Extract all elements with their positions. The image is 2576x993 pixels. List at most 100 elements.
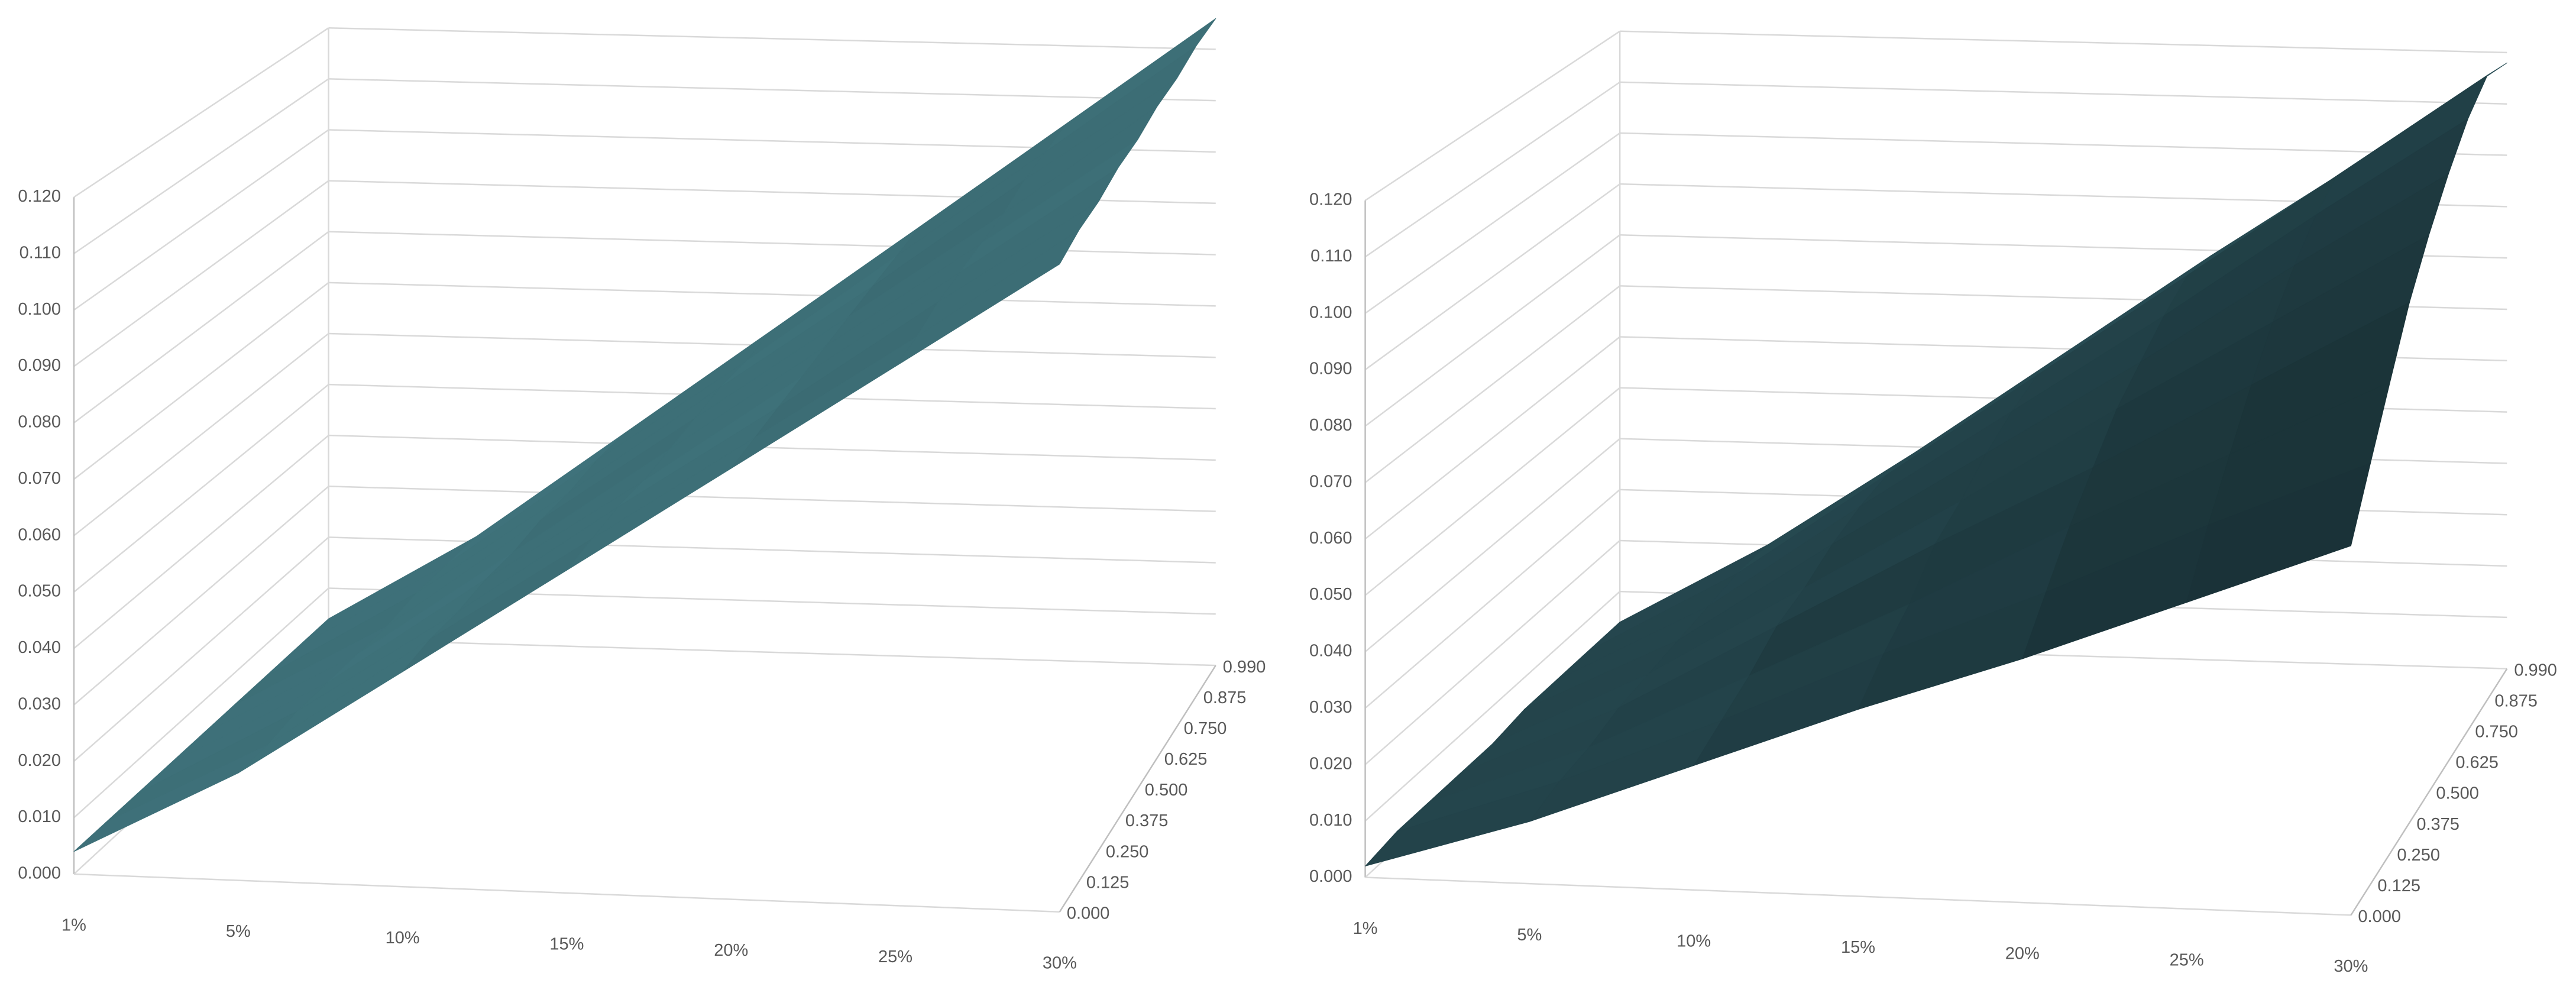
side-grid-line [1364, 336, 1620, 540]
back-grid-line [328, 282, 1216, 307]
depth-axis-line [2350, 668, 2508, 916]
surface-chart: 0.000 0.010 0.020 0.030 0.040 0.050 0.060 0.070… [18, 18, 1266, 972]
depth-tick-label: 0.250 [1106, 842, 1149, 861]
back-grid-line [328, 486, 1216, 512]
z-tick-label: 0.060 [18, 525, 61, 544]
back-grid-line [328, 27, 1216, 50]
x-tick-label: 1% [1353, 919, 1378, 938]
x-tick-label: 25% [878, 947, 912, 966]
depth-tick-label: 0.750 [1184, 719, 1227, 738]
depth-tick-label: 0.500 [2436, 784, 2479, 803]
side-grid-line [1364, 540, 1620, 765]
x-tick-label: 1% [62, 916, 86, 935]
x-tick-label: 15% [1841, 938, 1875, 957]
depth-axis-line [1059, 665, 1216, 913]
x-tick-label: 10% [386, 929, 420, 947]
depth-tick-label: 0.375 [2416, 815, 2460, 834]
depth-tick-label: 0.250 [2397, 846, 2440, 865]
back-grid-line [328, 231, 1216, 255]
z-tick-label: 0.000 [18, 864, 61, 883]
z-tick-label: 0.020 [18, 751, 61, 770]
back-grid-line [328, 434, 1216, 461]
z-tick-label: 0.040 [1309, 642, 1352, 661]
surface-cell [137, 682, 328, 794]
back-grid-line [1620, 30, 2507, 54]
depth-tick-label: 0.000 [2358, 907, 2401, 926]
z-tick-label: 0.120 [1309, 190, 1352, 209]
depth-tick-label: 0.990 [2514, 661, 2557, 680]
back-grid-line [328, 78, 1216, 102]
x-tick-label: 20% [2005, 945, 2040, 963]
back-grid-line [328, 638, 1216, 667]
z-tick-label: 0.020 [1309, 754, 1352, 773]
x-tick-label: 25% [2170, 950, 2204, 969]
depth-tick-label: 0.375 [1125, 811, 1169, 830]
surface-cell [895, 229, 1080, 367]
x-tick-label: 5% [226, 922, 251, 941]
z-tick-label: 0.100 [18, 300, 61, 319]
depth-tick-label: 0.990 [1223, 658, 1266, 677]
z-tick-label: 0.050 [18, 582, 61, 601]
surface-cell [73, 744, 268, 852]
side-grid-line [1364, 387, 1620, 596]
x-axis-line [73, 873, 1060, 913]
z-tick-label: 0.010 [18, 807, 61, 826]
surface-cell [105, 710, 298, 823]
side-grid-line [1364, 234, 1620, 427]
z-tick-label: 0.080 [18, 413, 61, 432]
depth-tick-label: 0.875 [1203, 688, 1247, 707]
side-grid-line [1364, 183, 1620, 371]
depth-tick-label: 0.500 [1145, 781, 1188, 800]
z-tick-label: 0.010 [1309, 811, 1352, 830]
x-tick-label: 10% [1677, 931, 1711, 950]
x-tick-label: 30% [2334, 957, 2368, 976]
side-grid-line [73, 231, 329, 423]
z-tick-label: 0.090 [18, 356, 61, 375]
side-grid-line [73, 384, 329, 593]
side-grid-line [73, 27, 329, 198]
side-grid-line [73, 435, 329, 649]
side-grid-line [73, 332, 329, 536]
z-tick-label: 0.070 [1309, 472, 1352, 491]
z-tick-label: 0.050 [1309, 585, 1352, 604]
z-tick-label: 0.030 [18, 694, 61, 713]
back-grid-line [1620, 132, 2507, 156]
z-tick-label: 0.090 [1309, 360, 1352, 379]
x-tick-label: 5% [1517, 926, 1542, 945]
z-tick-label: 0.060 [1309, 529, 1352, 548]
side-grid-line [1364, 591, 1621, 822]
depth-tick-label: 0.625 [2455, 753, 2499, 772]
side-grid-line [73, 486, 329, 706]
side-grid-line [73, 78, 329, 254]
x-tick-label: 15% [549, 935, 584, 954]
side-grid-line [1364, 285, 1620, 483]
z-tick-label: 0.120 [18, 187, 61, 206]
side-grid-line [73, 587, 329, 819]
side-grid-line [73, 282, 329, 480]
x-tick-label: 30% [1043, 953, 1077, 972]
surface-chart: 0.000 0.010 0.020 0.030 0.040 0.050 0.060 0.070… [1309, 30, 2557, 976]
x-tick-label: 20% [714, 941, 748, 960]
z-tick-label: 0.070 [18, 469, 61, 488]
depth-tick-label: 0.125 [2377, 876, 2420, 895]
depth-tick-label: 0.875 [2494, 691, 2538, 710]
side-grid-line [1364, 30, 1620, 201]
z-tick-label: 0.030 [1309, 698, 1352, 717]
depth-tick-label: 0.000 [1067, 904, 1110, 923]
side-grid-line [1364, 489, 1620, 709]
z-tick-label: 0.100 [1309, 303, 1352, 322]
z-tick-label: 0.080 [1309, 416, 1352, 435]
side-grid-line [1364, 132, 1620, 314]
side-grid-line [73, 536, 329, 762]
back-grid-line [1620, 81, 2507, 105]
depth-tick-label: 0.125 [1086, 873, 1130, 892]
depth-tick-label: 0.750 [2475, 723, 2518, 742]
z-tick-label: 0.000 [1309, 867, 1352, 886]
x-axis-line [1365, 876, 2351, 916]
surface-cell [2186, 462, 2371, 603]
depth-tick-label: 0.625 [1164, 750, 1208, 769]
side-grid-line [1364, 81, 1620, 258]
z-tick-label: 0.040 [18, 638, 61, 657]
